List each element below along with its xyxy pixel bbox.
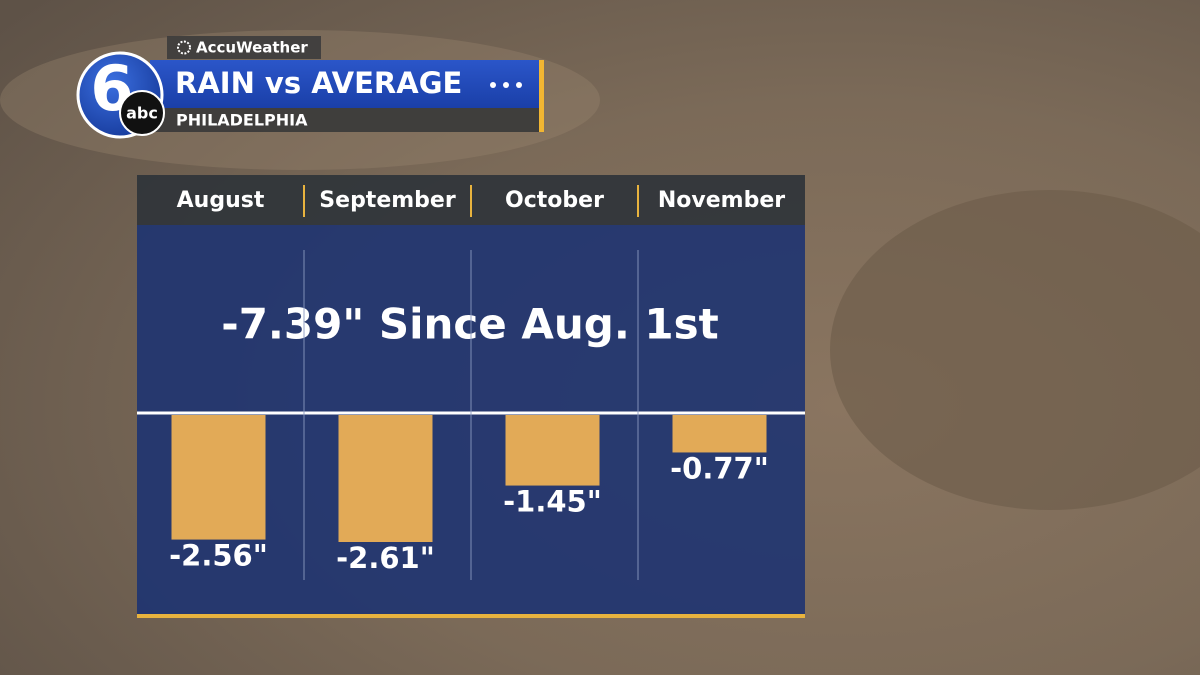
- category-label: September: [319, 188, 456, 213]
- title-accent: [539, 60, 544, 132]
- annotation: -7.39" Since Aug. 1st: [221, 300, 718, 349]
- logo-badge: [119, 90, 165, 136]
- category-label: October: [505, 188, 604, 213]
- brand-icon: [177, 40, 191, 55]
- category-label: August: [177, 188, 265, 213]
- bar: [171, 415, 266, 540]
- logo-network: abc: [126, 104, 158, 123]
- brand: AccuWeather: [196, 39, 308, 57]
- chart-title: RAIN vs AVERAGE: [175, 66, 462, 100]
- category-label: November: [658, 188, 785, 213]
- value-label: -2.56": [169, 539, 268, 573]
- background-rock: [830, 190, 1200, 510]
- value-label: -1.45": [503, 485, 602, 519]
- subtitle-bar: [150, 108, 540, 132]
- panel-accent: [137, 614, 805, 618]
- bar: [505, 415, 600, 486]
- brand-tag: [167, 36, 321, 59]
- bar: [672, 415, 767, 453]
- value-label: -2.61": [336, 541, 435, 575]
- menu-dots: [490, 82, 522, 88]
- chart-subtitle: PHILADELPHIA: [176, 111, 308, 130]
- title-bar: [150, 60, 540, 108]
- value-label: -0.77": [670, 451, 769, 485]
- bar: [338, 415, 433, 542]
